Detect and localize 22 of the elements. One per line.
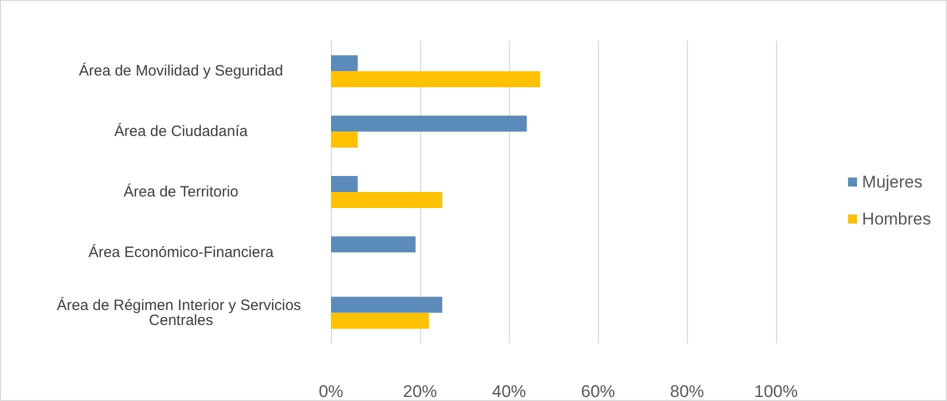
x-tick-label: 100% (754, 382, 798, 401)
y-tick-label: Área de Territorio (124, 182, 238, 200)
bar (331, 312, 429, 329)
bar (331, 236, 416, 252)
y-tick-label: Área de Régimen Interior y Servicios Centrales (56, 296, 306, 329)
bar (331, 296, 442, 313)
y-tick-label: Área Económico-Financiera (88, 242, 274, 261)
y-tick-label: Área de Ciudadanía (114, 122, 248, 140)
bar (331, 116, 527, 132)
y-tick-label: Área de Movilidad y Seguridad (78, 62, 284, 80)
bar (331, 71, 540, 88)
bar (331, 132, 358, 148)
legend-label: Mujeres (862, 172, 923, 192)
x-tick-label: 80% (670, 382, 704, 401)
x-tick-label: 60% (580, 382, 616, 401)
bar (331, 192, 442, 208)
bar (331, 55, 358, 72)
legend-label: Hombres (862, 210, 932, 228)
bar (331, 176, 358, 192)
x-tick-label: 0% (318, 382, 344, 401)
x-tick-label: 20% (402, 382, 438, 401)
x-tick-label: 40% (492, 382, 526, 401)
